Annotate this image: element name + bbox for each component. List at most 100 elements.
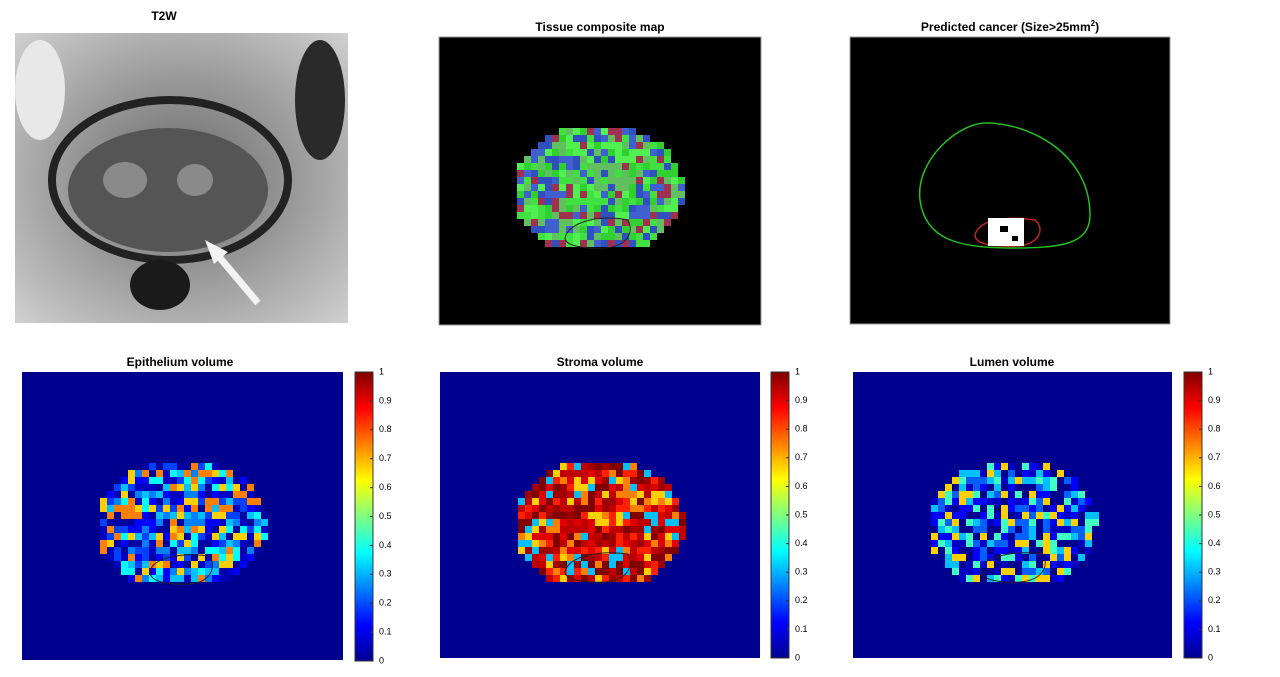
tissue-pixel xyxy=(1001,519,1008,526)
tissue-pixel xyxy=(573,226,580,233)
tissue-pixel xyxy=(219,484,226,491)
tissue-pixel xyxy=(1050,526,1057,533)
tissue-pixel xyxy=(643,135,650,142)
tissue-pixel xyxy=(1085,505,1092,512)
tissue-pixel xyxy=(629,135,636,142)
tissue-pixel xyxy=(149,533,156,540)
tissue-pixel xyxy=(987,561,994,568)
tissue-pixel xyxy=(553,477,560,484)
tissue-pixel xyxy=(623,547,630,554)
tissue-pixel xyxy=(651,568,658,575)
tissue-pixel xyxy=(650,191,657,198)
tissue-pixel xyxy=(559,233,566,240)
colorbar-tick-label: 0 xyxy=(1208,652,1213,662)
tissue-pixel xyxy=(1022,491,1029,498)
tissue-pixel xyxy=(254,547,261,554)
tissue-pixel xyxy=(622,128,629,135)
tissue-pixel xyxy=(517,177,524,184)
tissue-pixel xyxy=(107,540,114,547)
prediction-overlay xyxy=(919,122,1091,249)
tissue-pixel xyxy=(630,491,637,498)
tissue-pixel xyxy=(630,470,637,477)
tissue-pixel xyxy=(588,540,595,547)
tissue-pixel xyxy=(994,554,1001,561)
tissue-pixel xyxy=(637,575,644,582)
tissue-pixel xyxy=(233,568,240,575)
tissue-pixel xyxy=(545,142,552,149)
tissue-pixel xyxy=(609,463,616,470)
tissue-pixel xyxy=(559,191,566,198)
tissue-pixel xyxy=(931,498,938,505)
tissue-pixel xyxy=(212,547,219,554)
tissue-pixel xyxy=(114,491,121,498)
tissue-pixel xyxy=(1001,533,1008,540)
tissue-pixel xyxy=(672,498,679,505)
tissue-pixel xyxy=(643,219,650,226)
tissue-pixel xyxy=(994,484,1001,491)
tissue-pixel xyxy=(1029,498,1036,505)
tissue-pixel xyxy=(219,547,226,554)
tissue-pixel xyxy=(987,463,994,470)
tissue-pixel xyxy=(567,519,574,526)
tissue-pixel xyxy=(191,477,198,484)
tissue-pixel xyxy=(1015,554,1022,561)
tissue-pixel xyxy=(623,568,630,575)
tissue-pixel xyxy=(247,505,254,512)
tissue-pixel xyxy=(643,142,650,149)
tissue-pixel xyxy=(595,477,602,484)
tissue-pixel xyxy=(637,484,644,491)
tissue-pixel xyxy=(184,512,191,519)
tissue-pixel xyxy=(177,575,184,582)
tissue-pixel xyxy=(587,135,594,142)
tissue-pixel xyxy=(261,533,268,540)
tissue-pixel xyxy=(952,561,959,568)
tissue-pixel xyxy=(615,128,622,135)
tissue-pixel xyxy=(163,533,170,540)
tissue-pixel xyxy=(163,554,170,561)
tissue-pixel xyxy=(630,512,637,519)
tissue-pixel xyxy=(170,540,177,547)
tissue-pixel xyxy=(128,540,135,547)
tissue-pixel xyxy=(945,491,952,498)
tissue-pixel xyxy=(191,505,198,512)
tissue-pixel xyxy=(163,498,170,505)
tissue-pixel xyxy=(636,142,643,149)
tissue-pixel xyxy=(226,533,233,540)
tissue-pixel xyxy=(163,505,170,512)
tissue-pixel xyxy=(114,505,121,512)
tissue-pixel xyxy=(128,547,135,554)
colorbar: 0 0.1 0.2 0.3 0.4 0.5 0.6 0.7 0.8 0.9 1 xyxy=(354,366,392,665)
tissue-pixel xyxy=(602,477,609,484)
tissue-pixel xyxy=(1043,568,1050,575)
tissue-pixel xyxy=(581,561,588,568)
tissue-pixel xyxy=(135,547,142,554)
tissue-pixel xyxy=(560,505,567,512)
tissue-pixel xyxy=(601,184,608,191)
tissue-pixel xyxy=(671,205,678,212)
tissue-pixel xyxy=(552,233,559,240)
tissue-pixel xyxy=(594,205,601,212)
tissue-pixel xyxy=(1029,491,1036,498)
tissue-pixel xyxy=(574,505,581,512)
tissue-pixel xyxy=(566,184,573,191)
tissue-pixel xyxy=(658,526,665,533)
tissue-pixel xyxy=(518,533,525,540)
tissue-pixel xyxy=(650,212,657,219)
tissue-pixel xyxy=(532,512,539,519)
tissue-pixel xyxy=(966,575,973,582)
tissue-pixel xyxy=(664,177,671,184)
tissue-pixel xyxy=(615,184,622,191)
tissue-pixel xyxy=(219,533,226,540)
tissue-pixel xyxy=(644,512,651,519)
tissue-pixel xyxy=(938,547,945,554)
tissue-pixel xyxy=(1022,540,1029,547)
tissue-pixel xyxy=(1071,533,1078,540)
tissue-pixel xyxy=(128,477,135,484)
tissue-pixel xyxy=(142,470,149,477)
tissue-pixel xyxy=(1071,547,1078,554)
tissue-pixel xyxy=(938,505,945,512)
tissue-pixel xyxy=(581,470,588,477)
tissue-pixel xyxy=(672,526,679,533)
tissue-pixel xyxy=(973,491,980,498)
tissue-pixel xyxy=(664,212,671,219)
